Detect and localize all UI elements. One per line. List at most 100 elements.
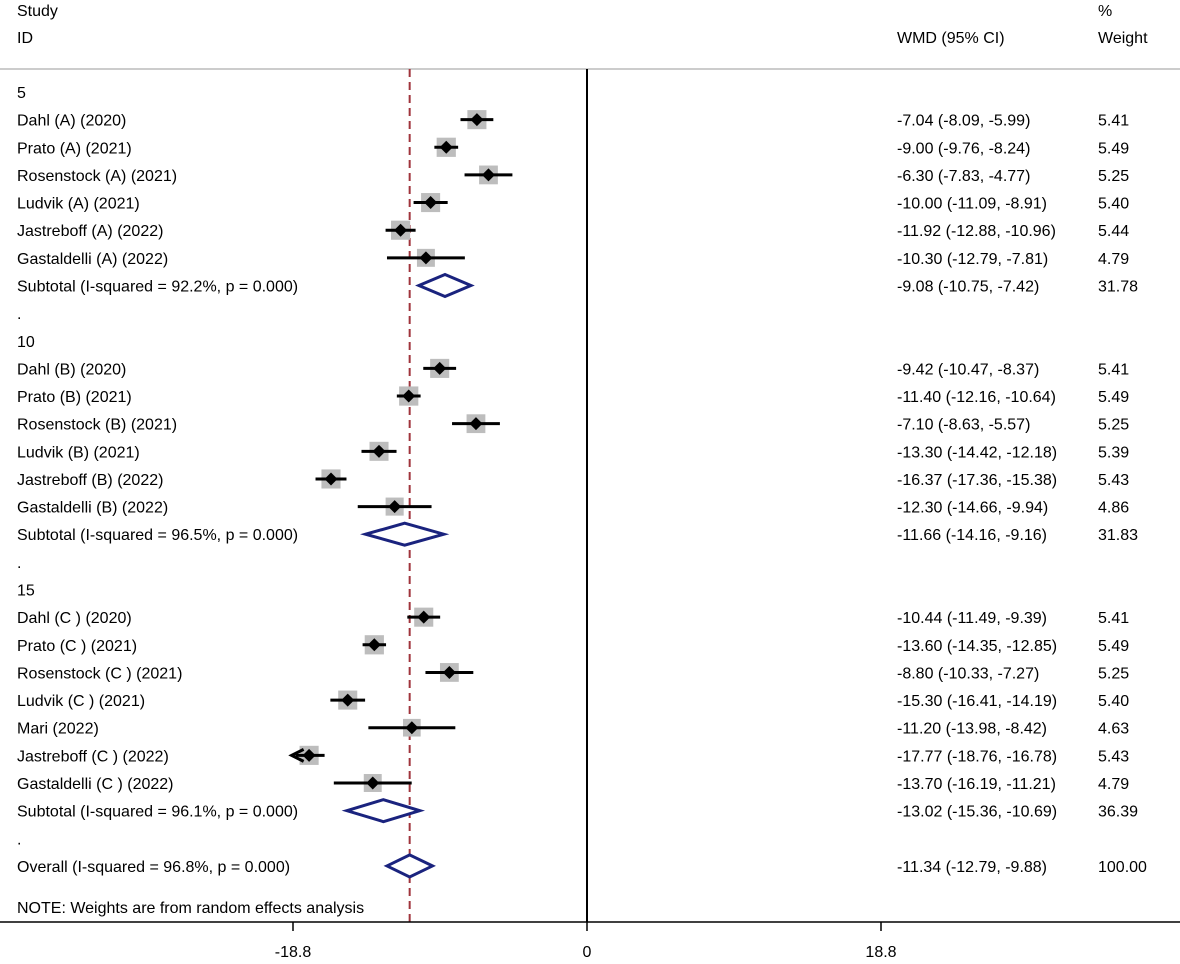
header-weight-label: Weight — [1098, 30, 1148, 47]
point-estimate-marker — [442, 665, 456, 679]
weight-value: 4.86 — [1098, 500, 1129, 517]
weight-value: 31.78 — [1098, 278, 1138, 295]
study-label: Ludvik (C ) (2021) — [17, 693, 145, 710]
point-estimate-marker — [481, 168, 495, 182]
point-estimate-marker — [419, 251, 433, 265]
study-label: Gastaldelli (A) (2022) — [17, 251, 168, 268]
weight-value: 31.83 — [1098, 527, 1138, 544]
weight-value: 5.43 — [1098, 472, 1129, 489]
study-label: Jastreboff (A) (2022) — [17, 223, 163, 240]
point-estimate-marker — [388, 500, 402, 514]
weight-value: 5.25 — [1098, 665, 1129, 682]
effect-ci-value: -13.70 (-16.19, -11.21) — [897, 776, 1056, 793]
weight-value: 36.39 — [1098, 804, 1138, 821]
effect-ci-value: -10.44 (-11.49, -9.39) — [897, 610, 1047, 627]
overall-label: Overall (I-squared = 96.8%, p = 0.000) — [17, 859, 290, 876]
effect-ci-value: -9.00 (-9.76, -8.24) — [897, 140, 1030, 157]
group-label: 5 — [17, 85, 26, 102]
point-estimate-marker — [341, 693, 355, 707]
subtotal-label: Subtotal (I-squared = 96.1%, p = 0.000) — [17, 804, 298, 821]
effect-ci-value: -6.30 (-7.83, -4.77) — [897, 168, 1030, 185]
header-id-label: ID — [17, 30, 33, 47]
study-label: Jastreboff (B) (2022) — [17, 472, 163, 489]
x-axis: -18.8 0 18.8 — [0, 921, 1180, 961]
effect-ci-value: -11.40 (-12.16, -10.64) — [897, 389, 1056, 406]
point-estimate-marker — [366, 776, 380, 790]
weight-value: 5.49 — [1098, 638, 1129, 655]
effect-ci-value: -11.66 (-14.16, -9.16) — [897, 527, 1047, 544]
weight-value: 5.43 — [1098, 748, 1129, 765]
weights-note: NOTE: Weights are from random effects an… — [17, 900, 364, 917]
point-estimate-marker — [367, 638, 381, 652]
weight-value: 5.44 — [1098, 223, 1129, 240]
effect-ci-value: -13.02 (-15.36, -10.69) — [897, 804, 1057, 821]
subtotal-diamond — [360, 521, 450, 547]
study-label: Ludvik (A) (2021) — [17, 196, 140, 213]
subtotal-label: Subtotal (I-squared = 96.5%, p = 0.000) — [17, 527, 298, 544]
weight-value: 5.40 — [1098, 196, 1129, 213]
effect-ci-value: -13.60 (-14.35, -12.85) — [897, 638, 1057, 655]
weight-value: 4.63 — [1098, 721, 1129, 738]
header-study-label: Study — [17, 3, 58, 20]
effect-ci-value: -11.20 (-13.98, -8.42) — [897, 721, 1047, 738]
point-estimate-marker — [324, 472, 338, 486]
point-estimate-marker — [402, 389, 416, 403]
weight-value: 5.40 — [1098, 693, 1129, 710]
study-label: Rosenstock (A) (2021) — [17, 168, 177, 185]
header-percent-label: % — [1098, 3, 1112, 20]
point-estimate-marker — [405, 721, 419, 735]
weight-value: 5.25 — [1098, 168, 1129, 185]
point-estimate-marker — [469, 417, 483, 431]
weight-value: 5.49 — [1098, 140, 1129, 157]
x-tick-label: 0 — [583, 944, 592, 961]
weight-value: 4.79 — [1098, 251, 1129, 268]
ci-truncation-arrow — [288, 748, 305, 763]
effect-ci-value: -11.92 (-12.88, -10.96) — [897, 223, 1056, 240]
subtotal-label: Subtotal (I-squared = 92.2%, p = 0.000) — [17, 278, 298, 295]
marks-layer — [288, 69, 588, 922]
study-label: Gastaldelli (C ) (2022) — [17, 776, 174, 793]
point-estimate-marker — [433, 361, 447, 375]
weight-value: 5.39 — [1098, 444, 1129, 461]
subtotal-diamond — [415, 272, 475, 299]
point-estimate-marker — [439, 140, 453, 154]
effect-ci-value: -9.08 (-10.75, -7.42) — [897, 278, 1039, 295]
weight-value: 5.41 — [1098, 361, 1129, 378]
spacer-dot: . — [17, 306, 21, 323]
point-estimate-marker — [372, 444, 386, 458]
point-estimate-marker — [424, 196, 438, 210]
group-label: 15 — [17, 583, 35, 600]
study-label: Ludvik (B) (2021) — [17, 444, 140, 461]
header-effect-label: WMD (95% CI) — [897, 30, 1005, 47]
study-label: Prato (A) (2021) — [17, 140, 132, 157]
x-tick-label: 18.8 — [865, 944, 896, 961]
weight-value: 5.25 — [1098, 417, 1129, 434]
study-label: Prato (B) (2021) — [17, 389, 132, 406]
weight-value: 5.41 — [1098, 113, 1129, 130]
study-label: Rosenstock (B) (2021) — [17, 417, 177, 434]
effect-ci-value: -17.77 (-18.76, -16.78) — [897, 748, 1057, 765]
study-label: Prato (C ) (2021) — [17, 638, 137, 655]
spacer-dot: . — [17, 555, 21, 572]
study-label: Jastreboff (C ) (2022) — [17, 748, 169, 765]
effect-ci-value: -16.37 (-17.36, -15.38) — [897, 472, 1057, 489]
group-label: 10 — [17, 334, 35, 351]
weight-value: 5.49 — [1098, 389, 1129, 406]
point-estimate-marker — [394, 223, 408, 237]
weight-value: 100.00 — [1098, 859, 1147, 876]
point-estimate-marker — [302, 748, 316, 762]
effect-ci-value: -9.42 (-10.47, -8.37) — [897, 361, 1039, 378]
study-label: Gastaldelli (B) (2022) — [17, 500, 168, 517]
weight-value: 4.79 — [1098, 776, 1129, 793]
effect-ci-value: -7.10 (-8.63, -5.57) — [897, 417, 1030, 434]
effect-ci-value: -10.30 (-12.79, -7.81) — [897, 251, 1048, 268]
point-estimate-marker — [470, 113, 484, 127]
study-label: Dahl (A) (2020) — [17, 113, 126, 130]
point-estimate-marker — [417, 610, 431, 624]
subtotal-diamond — [341, 798, 426, 824]
x-tick-label: -18.8 — [275, 944, 312, 961]
effect-ci-value: -11.34 (-12.79, -9.88) — [897, 859, 1047, 876]
rows-layer: 5 Dahl (A) (2020) -7.04 (-8.09, -5.99) 5.41… — [17, 85, 1147, 876]
